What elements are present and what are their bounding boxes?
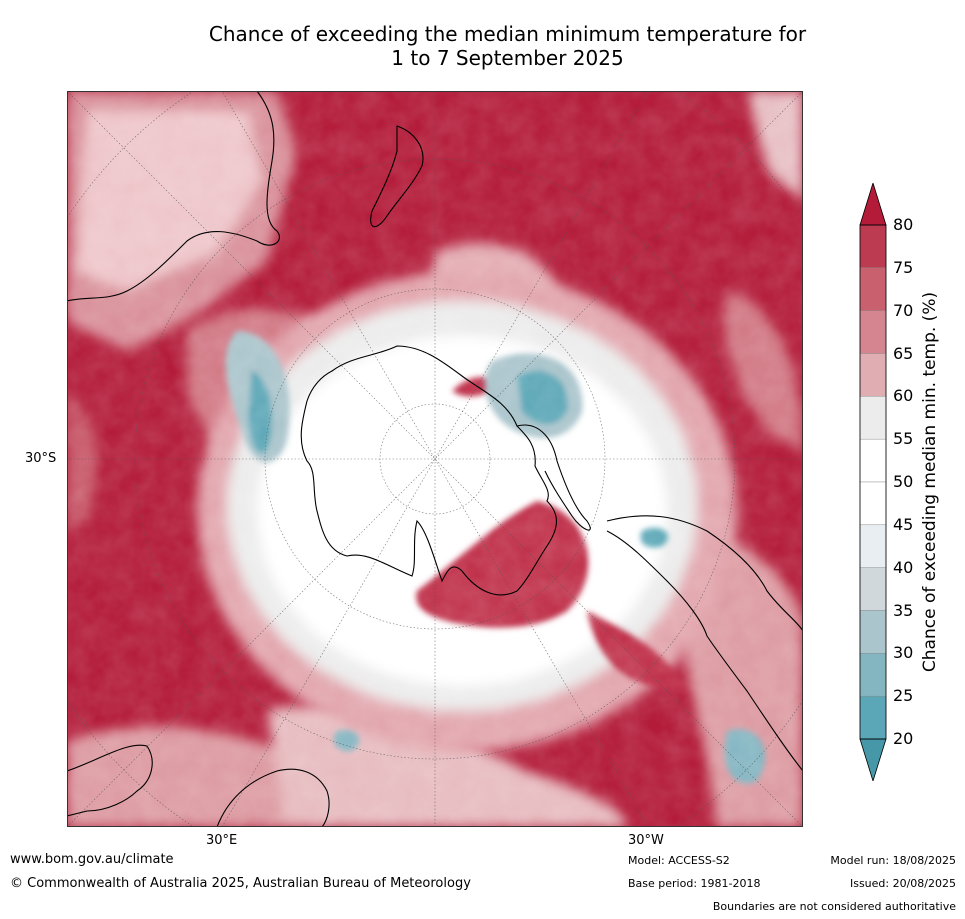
antarctica-coast	[300, 345, 557, 596]
colorbar-band	[859, 310, 887, 354]
new-zealand-coast	[370, 125, 424, 228]
colorbar-band	[859, 524, 887, 568]
colorbar-tick-label: 70	[893, 300, 914, 320]
title-line-2: 1 to 7 September 2025	[391, 46, 624, 70]
colorbar-top-arrow	[859, 183, 887, 226]
boundaries-disclaimer: Boundaries are not considered authoritat…	[712, 900, 956, 913]
map-title: Chance of exceeding the median minimum t…	[140, 22, 875, 70]
colorbar-tick-label: 25	[893, 686, 914, 706]
colorbar-band	[859, 610, 887, 654]
colorbar-bottom-arrow	[859, 738, 887, 781]
website-link[interactable]: www.bom.gov.au/climate	[10, 852, 174, 867]
colorbar-band	[859, 353, 887, 397]
model-text: Model: ACCESS-S2	[628, 854, 730, 867]
issued-text: Issued: 20/08/2025	[849, 877, 956, 890]
australia-coast	[67, 91, 280, 302]
lon-label-30w: 30°W	[628, 833, 664, 848]
lat-label-30s: 30°S	[25, 451, 57, 466]
copyright-text: © Commonwealth of Australia 2025, Austra…	[10, 876, 471, 891]
model-run-text: Model run: 18/08/2025	[830, 854, 956, 867]
colorbar-band	[859, 396, 887, 440]
colorbar-tick-label: 60	[893, 386, 914, 406]
colorbar-band	[859, 438, 887, 483]
africa-coast	[67, 744, 153, 817]
colorbar-band	[859, 481, 887, 526]
lon-label-30e: 30°E	[206, 833, 238, 848]
colorbar-tick-label: 30	[893, 643, 914, 663]
graticule	[67, 91, 803, 827]
title-line-1: Chance of exceeding the median minimum t…	[208, 22, 807, 46]
colorbar	[859, 183, 887, 781]
colorbar-band	[859, 267, 887, 311]
coastlines	[67, 91, 803, 827]
colorbar-tick-label: 40	[893, 557, 914, 577]
colorbar-tick-label: 65	[893, 343, 914, 363]
probability-map	[67, 91, 803, 827]
colorbar-tick-label: 55	[893, 429, 914, 449]
south-america-coast	[606, 515, 803, 632]
antarctic-peninsula	[516, 424, 591, 531]
colorbar-tick-label: 75	[893, 257, 914, 277]
colorbar-tick-label: 45	[893, 514, 914, 534]
base-period-text: Base period: 1981-2018	[628, 877, 761, 890]
colorbar-tick-label: 80	[893, 215, 914, 234]
colorbar-band	[859, 224, 887, 269]
colorbar-tick-label: 20	[893, 729, 914, 748]
colorbar-tick-label: 50	[893, 472, 914, 491]
colorbar-tick-label: 35	[893, 600, 914, 620]
colorbar-band	[859, 567, 887, 611]
colorbar-label-text: Chance of exceeding median min. temp. (%…	[920, 291, 940, 673]
colorbar-band	[859, 653, 887, 697]
colorbar-band	[859, 695, 887, 740]
